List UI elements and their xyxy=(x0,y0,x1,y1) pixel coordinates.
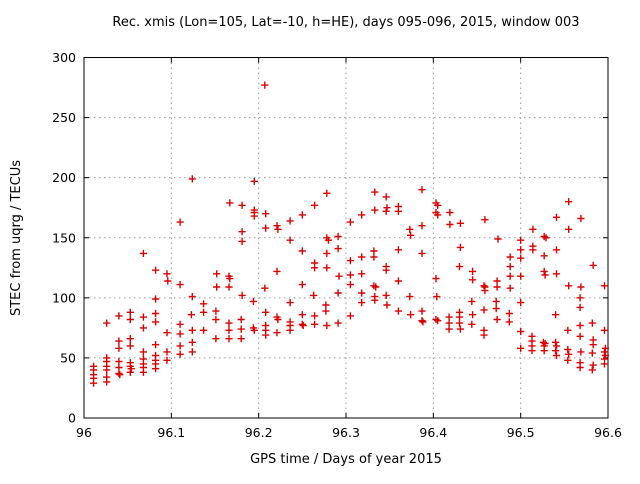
x-tick-label: 96.1 xyxy=(157,425,185,440)
x-axis-label: GPS time / Days of year 2015 xyxy=(250,452,442,467)
tick-labels: 96 96.1 96.2 96.3 96.4 96.5 96.6 0 50 100 150 200 25… xyxy=(52,50,622,440)
x-tick-label: 96.2 xyxy=(245,425,273,440)
y-tick-label: 300 xyxy=(52,50,76,65)
data-points xyxy=(90,81,609,387)
x-tick-label: 96.5 xyxy=(507,425,535,440)
plot-border xyxy=(83,57,609,419)
x-tick-label: 96 xyxy=(76,425,92,440)
y-tick-label: 100 xyxy=(52,290,76,305)
x-tick-label: 96.6 xyxy=(594,425,622,440)
x-tick-label: 96.4 xyxy=(419,425,447,440)
x-tick-label: 96.3 xyxy=(332,425,360,440)
y-tick-label: 200 xyxy=(52,170,76,185)
axis-labels: Rec. xmis (Lon=105, Lat=-10, h=HE), days… xyxy=(9,15,580,467)
grid-lines xyxy=(84,57,608,418)
y-tick-label: 150 xyxy=(52,230,76,245)
chart-title: Rec. xmis (Lon=105, Lat=-10, h=HE), days… xyxy=(112,15,579,30)
y-tick-label: 0 xyxy=(68,411,76,426)
y-tick-label: 50 xyxy=(60,350,76,365)
y-tick-label: 250 xyxy=(52,110,76,125)
y-axis-label: STEC from uqrg / TECUs xyxy=(9,160,24,316)
scatter-plus-markers xyxy=(90,81,609,387)
